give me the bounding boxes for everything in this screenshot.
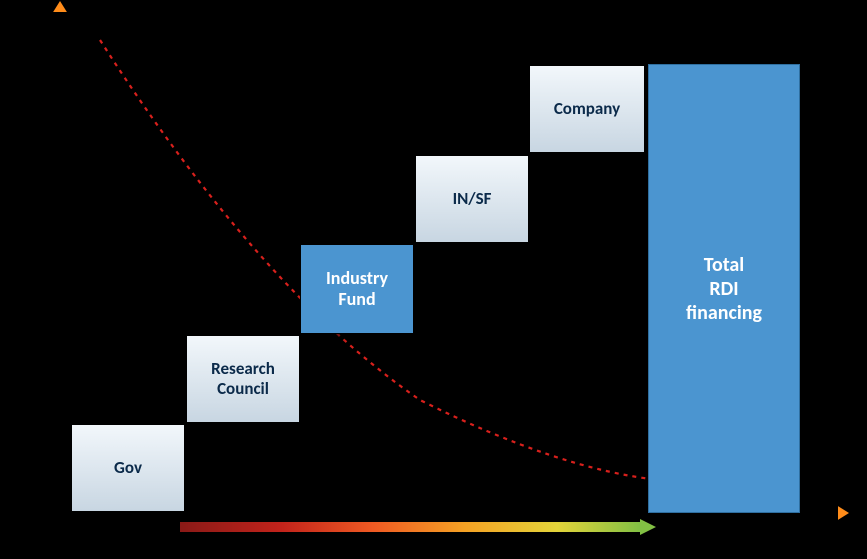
total-rdi-label: Total RDI financing	[686, 253, 762, 325]
x-axis-arrow	[838, 506, 849, 520]
step-industry-label: Industry Fund	[326, 268, 388, 309]
diagram-canvas: Gov Research Council Industry Fund IN/SF Com…	[0, 0, 867, 559]
step-industry: Industry Fund	[300, 244, 414, 334]
y-axis-arrow	[53, 1, 67, 12]
step-gov: Gov	[71, 424, 185, 512]
total-rdi-box: Total RDI financing	[648, 64, 800, 513]
step-gov-label: Gov	[114, 458, 142, 478]
gradient-bar-arrow	[640, 519, 656, 535]
step-company-label: Company	[554, 99, 620, 119]
step-company: Company	[529, 65, 645, 153]
step-insf-label: IN/SF	[453, 189, 492, 209]
gradient-bar	[180, 522, 640, 532]
step-research: Research Council	[186, 335, 300, 423]
step-research-label: Research Council	[211, 359, 275, 398]
step-insf: IN/SF	[415, 155, 529, 243]
